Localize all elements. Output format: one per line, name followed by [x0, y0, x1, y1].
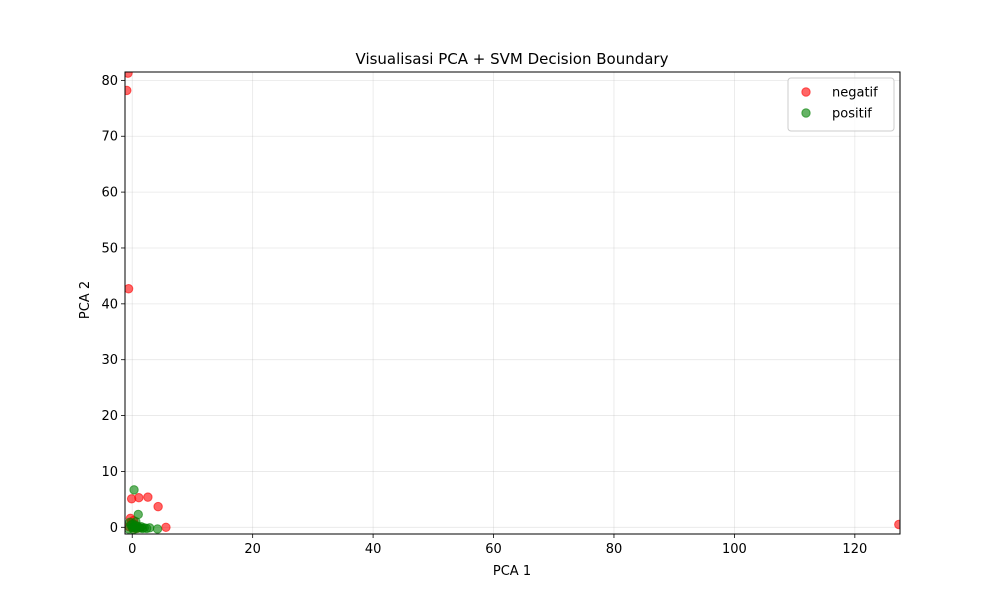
y-axis-label: PCA 2: [78, 281, 93, 319]
y-tick-label: 20: [101, 409, 118, 424]
y-tick-label: 30: [101, 353, 118, 368]
legend-marker-positif: [801, 108, 811, 118]
point-positif: [152, 524, 163, 534]
point-positif: [131, 517, 141, 527]
y-axis-ticks: 0 10 20 30 40 50 60 70 80: [101, 74, 125, 536]
point-negatif: [134, 492, 144, 503]
point-negatif: [125, 72, 133, 78]
point-positif: [129, 485, 139, 495]
legend-marker-negatif: [801, 87, 811, 97]
y-tick-label: 0: [110, 521, 118, 536]
point-negatif: [125, 85, 132, 96]
point-positif: [144, 523, 155, 533]
x-tick-label: 20: [244, 542, 261, 557]
x-tick-label: 60: [485, 542, 502, 557]
point-negatif: [125, 284, 134, 294]
points-group: [125, 72, 900, 534]
point-negatif: [153, 501, 163, 512]
y-tick-label: 50: [101, 241, 118, 256]
y-tick-label: 40: [101, 297, 118, 312]
x-tick-label: 80: [606, 542, 623, 557]
legend-label-negatif: negatif: [832, 86, 878, 101]
x-tick-label: 40: [365, 542, 382, 557]
chart-title: Visualisasi PCA + SVM Decision Boundary: [356, 50, 669, 68]
legend: negatif positif: [787, 77, 895, 132]
data-points: [125, 72, 900, 534]
plot-area: [125, 72, 900, 534]
x-axis-ticks: 0 20 40 60 80 100 120: [128, 534, 867, 557]
point-negatif: [894, 519, 900, 530]
point-positif: [128, 524, 139, 534]
x-tick-label: 0: [128, 542, 136, 557]
grid-lines: [125, 72, 900, 534]
y-tick-label: 80: [101, 74, 118, 89]
legend-label-positif: positif: [832, 107, 872, 122]
point-negatif: [161, 522, 171, 532]
x-tick-label: 100: [722, 542, 747, 557]
legend-box: [787, 77, 895, 132]
y-tick-label: 10: [101, 465, 118, 480]
y-tick-label: 60: [101, 186, 118, 201]
plot-frame: [124, 71, 901, 535]
point-negatif: [143, 492, 153, 502]
y-tick-label: 70: [101, 130, 118, 145]
x-axis-label: PCA 1: [493, 564, 531, 579]
x-tick-label: 120: [842, 542, 867, 557]
